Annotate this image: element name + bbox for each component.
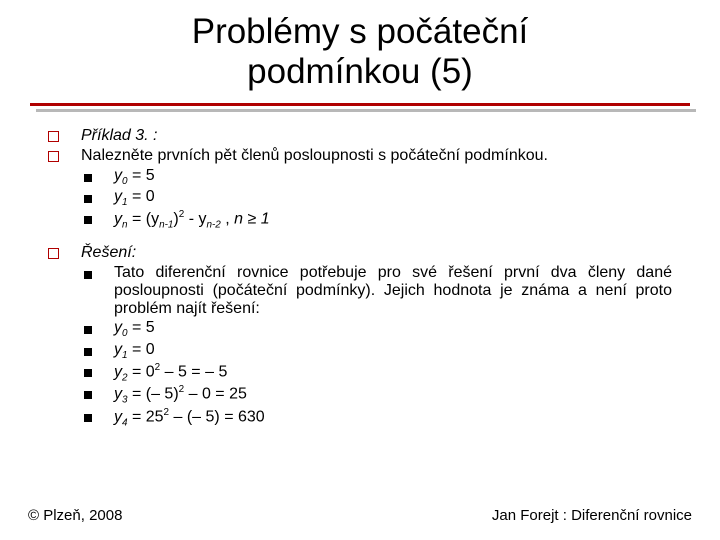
solution-heading: Řešení: [81,244,672,262]
square-icon [84,414,92,422]
equation: yn = (yn-1)2 - yn-2 , n ≥ 1 [114,209,672,231]
solution-block: Řešení: Tato diferenční rovnice potřebuj… [48,244,672,428]
checkbox-icon [48,151,59,162]
equation: y4 = 252 – (– 5) = 630 [114,407,672,429]
solution-body: Tato diferenční rovnice potřebuje pro sv… [114,264,672,318]
example-heading: Příklad 3. : [81,127,672,145]
square-icon [84,174,92,182]
list-item: y0 = 5 [48,319,672,339]
square-icon [84,391,92,399]
example-body: Nalezněte prvních pět členů posloupnosti… [81,147,672,165]
equation: y3 = (– 5)2 – 0 = 25 [114,384,672,406]
square-icon [84,326,92,334]
equation: y1 = 0 [114,341,672,361]
list-item: y1 = 0 [48,341,672,361]
bullet-level1: Řešení: [48,244,672,262]
content-area: Příklad 3. : Nalezněte prvních pět členů… [0,113,720,429]
footer-left: © Plzeň, 2008 [28,507,122,524]
checkbox-icon [48,131,59,142]
slide-title: Problémy s počáteční podmínkou (5) [0,0,720,93]
list-item: y2 = 02 – 5 = – 5 [48,362,672,384]
title-line2: podmínkou (5) [247,52,473,91]
square-icon [84,195,92,203]
square-icon [84,348,92,356]
footer-right: Jan Forejt : Diferenční rovnice [492,507,692,524]
rule-shadow-line [36,109,696,112]
title-rule [0,103,720,113]
square-icon [84,216,92,224]
equation: y1 = 0 [114,188,672,208]
example-block: Příklad 3. : Nalezněte prvních pět členů… [48,127,672,231]
list-item: yn = (yn-1)2 - yn-2 , n ≥ 1 [48,209,672,231]
list-item: y3 = (– 5)2 – 0 = 25 [48,384,672,406]
equation: y0 = 5 [114,319,672,339]
bullet-level1: Nalezněte prvních pět členů posloupnosti… [48,147,672,165]
title-line1: Problémy s počáteční [192,12,529,51]
footer: © Plzeň, 2008 Jan Forejt : Diferenční ro… [28,507,692,524]
bullet-level1: Příklad 3. : [48,127,672,145]
equation: y0 = 5 [114,167,672,187]
square-icon [84,271,92,279]
equation: y2 = 02 – 5 = – 5 [114,362,672,384]
list-item: y0 = 5 [48,167,672,187]
checkbox-icon [48,248,59,259]
rule-red-line [30,103,690,106]
list-item: y1 = 0 [48,188,672,208]
square-icon [84,369,92,377]
list-item: y4 = 252 – (– 5) = 630 [48,407,672,429]
bullet-level2: Tato diferenční rovnice potřebuje pro sv… [48,264,672,318]
